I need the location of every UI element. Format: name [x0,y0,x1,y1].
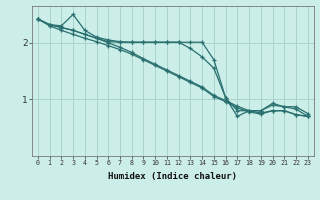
X-axis label: Humidex (Indice chaleur): Humidex (Indice chaleur) [108,172,237,181]
